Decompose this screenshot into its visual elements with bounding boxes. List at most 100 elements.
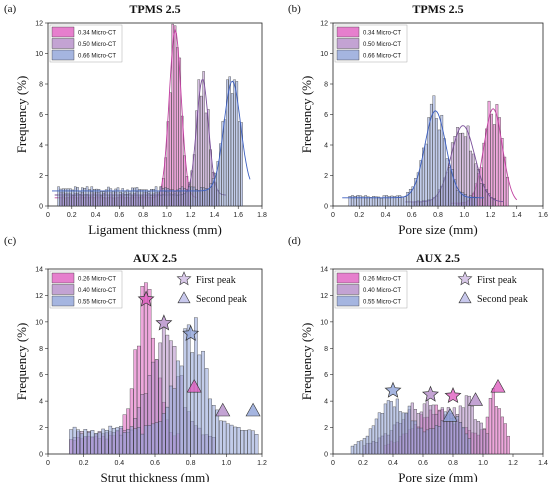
histogram-bar xyxy=(104,189,108,207)
histogram-bar xyxy=(62,188,65,207)
legend-label: 0.50 Micro-CT xyxy=(78,42,116,48)
histogram-bar xyxy=(482,429,486,455)
y-tick-label: 0 xyxy=(39,452,43,459)
histogram-bar xyxy=(81,187,84,207)
histogram-bar xyxy=(450,169,454,207)
x-tick-label: 0.2 xyxy=(67,212,77,219)
x-axis-label: Pore size (mm) xyxy=(398,470,477,482)
histogram-bar xyxy=(195,189,198,207)
histogram-bar xyxy=(377,196,381,207)
histogram-bar xyxy=(383,403,387,455)
legend-swatch xyxy=(336,26,360,38)
histogram-bar xyxy=(497,408,501,455)
first-peak-label: First peak xyxy=(477,275,517,286)
histogram-bar xyxy=(392,406,396,455)
histogram-bar xyxy=(66,188,70,207)
histogram-bar xyxy=(176,189,179,207)
legend-label: 0.55 Micro-CT xyxy=(363,300,401,306)
histogram-bar xyxy=(93,189,96,207)
y-tick-label: 8 xyxy=(324,346,328,353)
y-tick-label: 4 xyxy=(39,143,43,150)
y-tick-label: 6 xyxy=(324,372,328,379)
histogram-bar xyxy=(407,405,411,455)
histogram-bar xyxy=(126,429,130,455)
histogram-bar xyxy=(147,425,152,455)
legend-swatch xyxy=(336,38,360,49)
panel-label: (b) xyxy=(288,3,301,15)
histogram-bar xyxy=(240,122,243,207)
histogram-bar xyxy=(243,430,248,455)
histogram-bar xyxy=(131,187,134,207)
histogram-bar xyxy=(154,186,158,207)
histogram-bar xyxy=(183,188,186,207)
histogram-bar xyxy=(133,428,138,455)
histogram-bar xyxy=(154,422,159,455)
histogram-bar xyxy=(427,117,431,207)
histogram-bar xyxy=(144,425,148,455)
histogram-bar xyxy=(366,196,370,207)
y-tick-label: 2 xyxy=(39,173,43,180)
histogram-bar xyxy=(467,438,471,455)
histogram-bar xyxy=(230,93,234,207)
y-tick-label: 10 xyxy=(320,51,328,58)
histogram-bar xyxy=(197,190,201,207)
histogram-bar xyxy=(477,168,480,207)
histogram-bar xyxy=(416,172,420,207)
histogram-bar xyxy=(458,191,462,207)
histogram-bar xyxy=(240,429,245,455)
first-peak-star-marker xyxy=(422,385,439,402)
histogram-bar xyxy=(95,188,98,207)
histogram-bar xyxy=(377,412,381,455)
histogram-bar xyxy=(229,424,234,455)
histogram-bar xyxy=(348,196,352,207)
histogram-bar xyxy=(165,406,170,455)
histogram-bar xyxy=(107,186,110,207)
histogram-bar xyxy=(161,413,166,455)
second-peak-triangle-marker xyxy=(186,378,202,393)
legend-swatch xyxy=(51,49,75,61)
histogram-bar xyxy=(372,196,375,207)
histogram-bar xyxy=(408,189,412,207)
histogram-bar xyxy=(351,195,354,207)
histogram-bar xyxy=(73,186,77,207)
histogram-bar xyxy=(133,187,136,207)
fit-curve xyxy=(342,110,484,199)
histogram-bar xyxy=(456,190,459,207)
histogram-bar xyxy=(398,411,402,455)
histogram-bar xyxy=(458,422,462,455)
histogram-bar xyxy=(176,360,180,455)
histogram-bar xyxy=(219,420,223,455)
series-blue xyxy=(52,76,251,207)
histogram-bar xyxy=(435,118,438,207)
histogram-bar xyxy=(88,189,91,207)
histogram-bar xyxy=(356,195,360,207)
second-peak-triangle-marker xyxy=(245,402,261,417)
histogram-bar xyxy=(380,198,383,207)
histogram-bar xyxy=(188,186,191,207)
legend-label: 0.34 Micro-CT xyxy=(363,31,401,37)
histogram-bar xyxy=(221,121,224,207)
histogram-bar xyxy=(173,25,177,207)
histogram-bar xyxy=(401,196,404,207)
x-tick-label: 0.4 xyxy=(381,212,391,219)
x-tick-label: 1.4 xyxy=(538,460,548,467)
histogram-bar xyxy=(361,196,365,207)
first-peak-star-marker xyxy=(182,324,200,341)
histogram-bar xyxy=(428,428,432,455)
histogram-bar xyxy=(219,143,222,207)
histogram-bar xyxy=(443,138,446,207)
histogram-bar xyxy=(443,411,447,455)
histogram-bar xyxy=(79,433,84,455)
y-tick-label: 8 xyxy=(324,82,328,89)
chart-panel-b: (b) TPMS 2.5 0 0.2 0.4 0.6 0.8 1.0 1.2 1.4 1.6 0 2 4 6… xyxy=(288,2,548,237)
histogram-bar xyxy=(122,432,127,455)
x-tick-label: 0.4 xyxy=(91,212,101,219)
legend-label: 0.40 Micro-CT xyxy=(78,288,116,294)
histogram-bar xyxy=(59,188,63,207)
chart-panel-d: (d) AUX 2.5 0 0.2 0.4 0.6 0.8 1.0 1.2 1.4 0 2 4 6 8 10 1… xyxy=(288,235,548,482)
histogram-bar xyxy=(449,418,453,455)
legend-swatch xyxy=(336,49,360,61)
second-peak-triangle-marker xyxy=(215,402,231,417)
legend-swatch xyxy=(51,38,75,49)
histogram-bar xyxy=(85,186,89,207)
